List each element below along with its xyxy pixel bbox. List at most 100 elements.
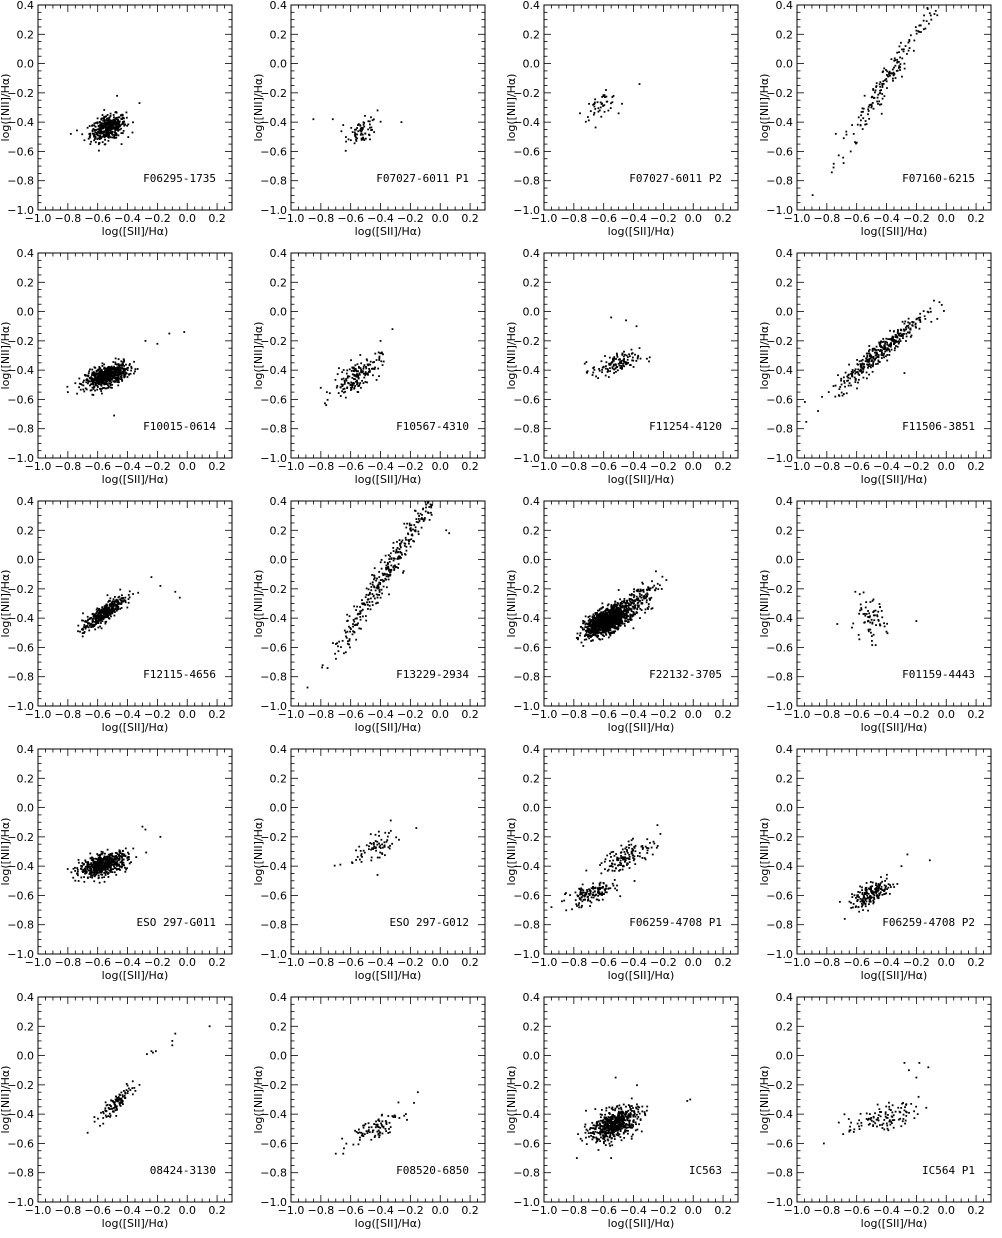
data-point (104, 138, 106, 141)
data-point (613, 357, 616, 360)
data-point (604, 629, 607, 632)
data-point (91, 374, 93, 376)
data-point (863, 94, 866, 97)
data-point (354, 385, 356, 387)
data-point (417, 512, 419, 515)
data-point (621, 102, 623, 105)
data-point (403, 542, 406, 545)
y-tick-label: 0.0 (270, 554, 288, 567)
data-point (356, 133, 359, 136)
data-point (90, 378, 93, 381)
data-point (914, 26, 917, 28)
data-point (375, 593, 378, 596)
data-point (606, 607, 609, 610)
data-point (424, 500, 427, 503)
data-point (364, 115, 366, 117)
data-point (86, 619, 89, 622)
data-point (903, 62, 906, 65)
data-point (844, 385, 846, 388)
data-point (845, 130, 848, 133)
x-tick-label: 0.2 (967, 460, 985, 473)
data-point (922, 19, 925, 22)
data-point (353, 631, 356, 634)
data-point (123, 375, 125, 378)
data-point (616, 369, 619, 372)
scatter-panel: −1.0 −0.8 −0.6 −0.4 −0.2 0.0 0.2−1.0−0.8−0.6−0… (505, 247, 739, 486)
data-point (884, 342, 886, 345)
data-point (631, 359, 634, 362)
data-point (385, 575, 388, 578)
y-tick-label: 0.4 (17, 0, 35, 12)
data-point (613, 606, 616, 609)
data-point (624, 619, 627, 622)
data-point (357, 370, 359, 373)
data-point (417, 521, 420, 524)
data-point (587, 625, 590, 628)
data-point (586, 629, 589, 631)
data-point (363, 376, 366, 379)
x-tick-label: 0.0 (684, 708, 702, 721)
data-point (359, 129, 361, 132)
data-point (874, 358, 876, 361)
data-point (865, 358, 868, 361)
data-point (87, 382, 89, 385)
data-point (112, 380, 115, 383)
data-point (634, 353, 636, 356)
x-tick-label: 0.2 (461, 212, 479, 225)
data-point (919, 24, 922, 27)
data-point (88, 125, 91, 128)
data-point (93, 128, 96, 131)
data-point (365, 358, 368, 361)
x-tick-label: −0.8 (307, 212, 334, 225)
data-point (117, 364, 120, 366)
data-point (342, 377, 345, 380)
data-point (336, 642, 338, 645)
data-point (852, 132, 855, 135)
data-point (899, 56, 901, 59)
data-point (909, 328, 912, 331)
data-point (397, 555, 400, 558)
scatter-panel: −1.0 −0.8 −0.6 −0.4 −0.2 0.0 0.2−1.0−0.8−0.6−0… (0, 0, 233, 238)
data-point (369, 597, 372, 600)
data-point (124, 373, 127, 376)
data-point (609, 629, 612, 632)
data-point (854, 368, 857, 371)
y-axis-label: log([NII]/Hα) (252, 322, 265, 390)
data-point (590, 640, 593, 642)
data-point (866, 359, 869, 362)
data-point (108, 127, 111, 130)
data-point (866, 360, 868, 363)
data-point (875, 353, 878, 356)
data-point (104, 616, 107, 619)
y-tick-label: 0.4 (270, 0, 288, 12)
data-point (909, 327, 912, 330)
data-point (120, 374, 123, 376)
data-point (592, 618, 595, 621)
data-point (888, 70, 891, 73)
data-point (112, 375, 115, 378)
data-point (358, 365, 360, 368)
data-point (880, 103, 883, 106)
data-point (902, 337, 904, 339)
data-point (350, 628, 352, 630)
data-point (113, 127, 115, 130)
data-point (101, 375, 104, 378)
data-point (891, 335, 894, 338)
data-point (864, 123, 867, 126)
data-point (868, 363, 871, 365)
data-point (837, 154, 840, 157)
data-point (601, 368, 603, 371)
data-point (616, 612, 619, 614)
data-point (354, 128, 356, 131)
data-point (637, 354, 640, 357)
data-point (414, 526, 417, 529)
data-point (115, 111, 118, 114)
data-point (903, 67, 906, 70)
data-point (597, 377, 599, 379)
data-point (101, 369, 103, 372)
x-tick-label: −1.0 (25, 460, 52, 473)
data-point (81, 619, 83, 622)
data-point (103, 119, 106, 122)
data-point (106, 368, 109, 370)
data-point (109, 130, 112, 133)
